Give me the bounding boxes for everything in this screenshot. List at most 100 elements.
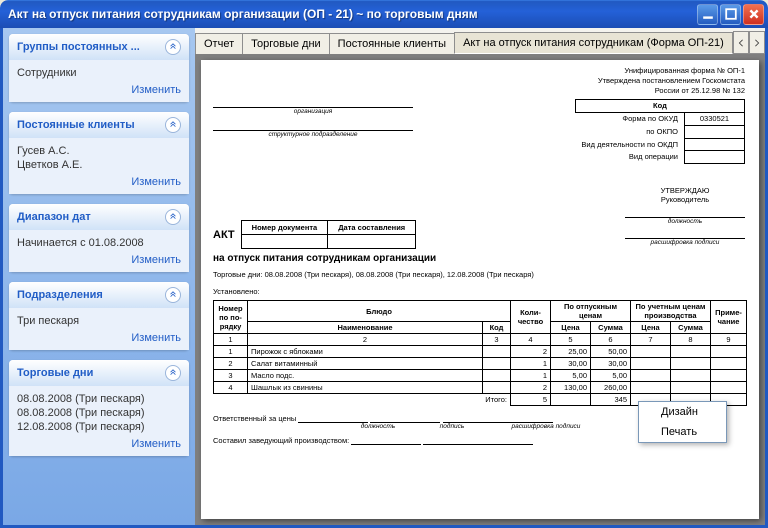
panel-head-groups[interactable]: Группы постоянных ... — [9, 34, 189, 60]
titlebar: Акт на отпуск питания сотрудникам органи… — [0, 0, 768, 28]
panel-head-tradedays[interactable]: Торговые дни — [9, 360, 189, 386]
panel-dates: Диапазон дат Начинается с 01.08.2008 Изм… — [9, 204, 189, 272]
panel-clients: Постоянные клиенты Гусев А.С. Цветков А.… — [9, 112, 189, 194]
tab-scroll-left[interactable] — [733, 31, 749, 53]
panel-title: Постоянные клиенты — [17, 119, 135, 131]
cell-docnum — [241, 235, 328, 249]
document-viewport[interactable]: Унифицированная форма № ОП-1 Утверждена … — [195, 54, 765, 525]
th-otpusk: По отпускным ценам — [551, 301, 631, 322]
panel-body: Начинается с 01.08.2008 Изменить — [9, 230, 189, 272]
window-body: Группы постоянных ... Сотрудники Изменит… — [0, 28, 768, 528]
panel-title: Торговые дни — [17, 367, 93, 379]
sig-line — [443, 414, 553, 423]
act-num-table: Номер документаДата составления — [241, 220, 417, 249]
act-word: АКТ — [213, 229, 235, 241]
value-vidoper — [685, 151, 745, 164]
th-summa2: Сумма — [671, 322, 711, 334]
edit-link[interactable]: Изменить — [17, 250, 181, 266]
approve-title: УТВЕРЖДАЮ — [625, 186, 745, 195]
edit-link[interactable]: Изменить — [17, 434, 181, 450]
tab-active[interactable]: Акт на отпуск питания сотрудникам (Форма… — [454, 32, 733, 54]
edit-link[interactable]: Изменить — [17, 80, 181, 96]
tab-tradedays[interactable]: Торговые дни — [242, 33, 330, 54]
table-row: 3Масло подс.15,005,00 — [214, 370, 747, 382]
panel-body: Три пескаря Изменить — [9, 308, 189, 350]
list-item: Цветков А.Е. — [17, 158, 181, 172]
maximize-button[interactable] — [720, 4, 741, 25]
panel-body: 08.08.2008 (Три пескаря) 08.08.2008 (Три… — [9, 386, 189, 456]
form-header-right: Унифицированная форма № ОП-1 Утверждена … — [575, 66, 745, 164]
panel-title: Подразделения — [17, 289, 103, 301]
sig-line — [351, 436, 421, 445]
itogo-label: Итого: — [214, 394, 511, 406]
value-okdp — [685, 138, 745, 151]
ustan-label: Установлено: — [213, 287, 747, 296]
list-item: 12.08.2008 (Три пескаря) — [17, 420, 181, 434]
approve-line2 — [625, 229, 745, 239]
document-page: Унифицированная форма № ОП-1 Утверждена … — [201, 60, 759, 519]
chevron-up-icon — [165, 287, 181, 303]
header-line: России от 25.12.98 № 132 — [575, 86, 745, 96]
chevron-up-icon — [165, 39, 181, 55]
approve-cap2: расшифровка подписи — [625, 239, 745, 246]
chevron-up-icon — [165, 117, 181, 133]
table-row: 2Салат витаминный130,0030,00 — [214, 358, 747, 370]
window-controls — [697, 4, 764, 25]
app-window: Акт на отпуск питания сотрудникам органи… — [0, 0, 768, 528]
org-caption: организация — [213, 108, 413, 115]
table-row: 4Шашлык из свинины2130,00260,00 — [214, 382, 747, 394]
close-button[interactable] — [743, 4, 764, 25]
tab-clients[interactable]: Постоянные клиенты — [329, 33, 455, 54]
list-item: Сотрудники — [17, 66, 181, 80]
panel-head-clients[interactable]: Постоянные клиенты — [9, 112, 189, 138]
code-table: Код Форма по ОКУД0330521 по ОКПО Вид дея… — [575, 99, 745, 164]
struct-line — [213, 121, 413, 131]
list-item: Начинается с 01.08.2008 — [17, 236, 181, 250]
act-subtitle: на отпуск питания сотрудникам организаци… — [213, 253, 747, 264]
chevron-up-icon — [165, 209, 181, 225]
edit-link[interactable]: Изменить — [17, 328, 181, 344]
list-item: 08.08.2008 (Три пескаря) — [17, 406, 181, 420]
sig-line — [370, 414, 440, 423]
approve-line1 — [625, 208, 745, 218]
panel-groups: Группы постоянных ... Сотрудники Изменит… — [9, 34, 189, 102]
header-line: Унифицированная форма № ОП-1 — [575, 66, 745, 76]
dates-prefix: Торговые дни: — [213, 270, 263, 279]
th-cena1: Цена — [551, 322, 591, 334]
th-naim: Наименование — [248, 322, 483, 334]
label-okud: Форма по ОКУД — [575, 113, 684, 126]
panel-subdiv: Подразделения Три пескаря Изменить — [9, 282, 189, 350]
kod-header: Код — [575, 100, 744, 113]
label-okpo: по ОКПО — [575, 125, 684, 138]
tab-report[interactable]: Отчет — [195, 33, 243, 54]
tab-scroll-right[interactable] — [749, 31, 765, 53]
index-row: 123456789 — [214, 334, 747, 346]
edit-link[interactable]: Изменить — [17, 172, 181, 188]
panel-head-dates[interactable]: Диапазон дат — [9, 204, 189, 230]
minimize-button[interactable] — [697, 4, 718, 25]
label-vidoper: Вид операции — [575, 151, 684, 164]
th-kod: Код — [483, 322, 511, 334]
panel-head-subdiv[interactable]: Подразделения — [9, 282, 189, 308]
tabbar: Отчет Торговые дни Постоянные клиенты Ак… — [195, 28, 765, 54]
col-docdate: Дата составления — [328, 221, 416, 235]
th-bludo: Блюдо — [248, 301, 511, 322]
sig-line — [298, 414, 368, 423]
panel-title: Диапазон дат — [17, 211, 91, 223]
approve-sub: Руководитель — [625, 195, 745, 204]
panel-body: Сотрудники Изменить — [9, 60, 189, 102]
panel-title: Группы постоянных ... — [17, 41, 140, 53]
menu-item-print[interactable]: Печать — [639, 422, 726, 442]
th-kol: Коли-чество — [511, 301, 551, 334]
zav-label: Составил заведующий производством: — [213, 436, 349, 445]
approve-cap1: должность — [625, 218, 745, 225]
menu-item-design[interactable]: Дизайн — [639, 402, 726, 422]
tab-scroll — [733, 31, 765, 53]
label-okdp: Вид деятельности по ОКДП — [575, 138, 684, 151]
main-area: Отчет Торговые дни Постоянные клиенты Ак… — [195, 28, 765, 525]
list-item: Гусев А.С. — [17, 144, 181, 158]
act-dates: Торговые дни: 08.08.2008 (Три пескаря), … — [213, 270, 747, 279]
approve-block: УТВЕРЖДАЮ Руководитель должность расшифр… — [625, 186, 745, 246]
th-prim: Приме-чание — [711, 301, 747, 334]
org-line — [213, 98, 413, 108]
